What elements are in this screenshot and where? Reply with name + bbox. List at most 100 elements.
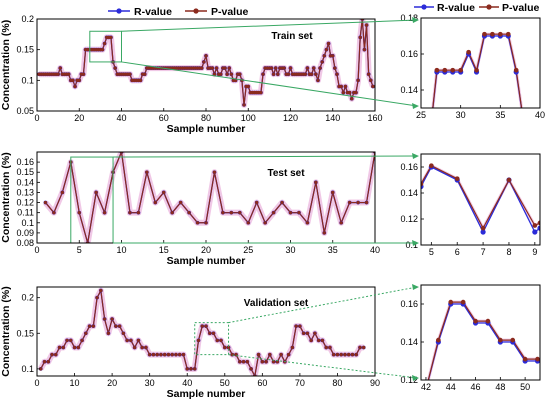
test-y-tick-label: 0.13 [16, 187, 34, 197]
test-zoom-p-point [532, 223, 538, 228]
train-zoom-y-tick-label: 0.18 [400, 13, 418, 23]
test-p-point [305, 221, 310, 225]
train-zoom-p-point [513, 67, 519, 73]
validation-p-point [181, 352, 186, 357]
test-p-point [221, 210, 225, 215]
validation-y-tick-label: 0.2 [21, 293, 34, 303]
test-zoom-p-point [480, 225, 486, 231]
validation-p-point [106, 331, 111, 335]
test-x-tick-label: 10 [116, 245, 126, 255]
validation-p-point [99, 288, 103, 293]
train-y-tick-label: 0.15 [16, 45, 34, 55]
validation-p-point [223, 345, 227, 350]
train-p-point [333, 66, 337, 70]
validation-p-point [271, 360, 276, 364]
test-y-tick-label: 0.11 [17, 208, 34, 218]
train-p-point [81, 72, 86, 76]
train-p-point [259, 90, 263, 95]
test-p-value-line [44, 152, 375, 243]
test-x-tick-label: 40 [370, 245, 380, 255]
train-x-tick-label: 40 [116, 113, 126, 123]
test-p-point [271, 210, 276, 215]
validation-p-point [226, 345, 231, 350]
test-zoom-x-tick-label: 6 [455, 247, 460, 257]
train-p-point [320, 60, 324, 64]
validation-p-point [147, 352, 152, 357]
validation-x-tick-label: 70 [295, 378, 305, 388]
test-x-tick-label: 30 [285, 245, 295, 255]
test-p-point [102, 210, 107, 215]
validation-p-point [144, 345, 148, 350]
train-zoom-p-point [505, 31, 511, 37]
validation-p-point [238, 360, 242, 364]
validation-p-point [95, 295, 99, 300]
train-zoom-r-point [522, 123, 527, 128]
train-p-point [113, 66, 117, 70]
train-zoom-p-point [522, 124, 527, 129]
test-p-point [322, 231, 327, 235]
validation-x-tick-label: 10 [70, 378, 80, 388]
legend-zoom-r-label: R-value [437, 2, 475, 14]
test-p-point [254, 200, 259, 205]
train-p-point [225, 72, 229, 76]
test-p-point [229, 210, 234, 215]
validation-x-tick-label: 30 [145, 378, 155, 388]
validation-p-point [80, 338, 84, 343]
validation-zoom-x-tick-label: 48 [495, 382, 505, 392]
validation-x-tick-label: 20 [107, 378, 117, 388]
validation-p-point [347, 352, 351, 357]
test-y-tick-label: 0.09 [16, 228, 34, 238]
train-zoom-panel: 25 30 35 40 0.14 0.16 0.18 [400, 13, 545, 129]
validation-p-point [72, 345, 77, 350]
validation-y-axis-label: Concentration (%) [0, 286, 12, 376]
train-p-point [316, 78, 320, 83]
validation-p-point [189, 367, 193, 371]
train-x-tick-label: 0 [34, 113, 39, 123]
train-p-point [282, 66, 286, 70]
validation-x-tick-label: 40 [182, 378, 192, 388]
validation-p-point [286, 352, 291, 357]
test-p-point [195, 221, 200, 225]
validation-p-point [264, 360, 268, 364]
test-x-tick-label: 5 [77, 245, 82, 255]
legend-r-marker [116, 8, 122, 14]
validation-p-point [316, 338, 321, 343]
test-y-tick-label: 0.15 [16, 167, 34, 177]
train-zoom-p-point [466, 49, 471, 55]
validation-zoom-p-point [497, 337, 503, 343]
validation-p-point [362, 345, 366, 350]
train-x-tick-label: 120 [283, 113, 298, 123]
validation-p-point [151, 352, 156, 357]
test-zoom-p-point [429, 163, 434, 169]
train-zoom-x-tick-label: 25 [416, 110, 426, 120]
validation-p-point [279, 352, 283, 357]
validation-p-point [335, 352, 340, 357]
validation-p-point [76, 345, 81, 350]
test-zoom-p-value-line [421, 164, 540, 230]
train-connector-top [121, 19, 418, 32]
train-p-point [200, 66, 204, 70]
train-p-point [261, 72, 265, 76]
test-y-axis-label: Concentration (%) [0, 152, 12, 242]
train-zoom-y-tick-label: 0.14 [400, 85, 418, 95]
test-y-tick-label: 0.16 [16, 157, 34, 167]
validation-p-point [193, 367, 197, 371]
test-x-tick-label: 15 [159, 245, 169, 255]
validation-p-point [354, 352, 358, 357]
validation-zoom-p-point [485, 318, 491, 324]
validation-x-tick-label: 80 [332, 378, 342, 388]
train-p-point [276, 72, 280, 76]
train-zoom-x-tick-label: 30 [456, 110, 466, 120]
train-zoom-x-tick-label: 35 [495, 110, 505, 120]
validation-zoom-p-point [460, 299, 466, 305]
test-x-tick-label: 25 [243, 245, 253, 255]
train-x-tick-label: 160 [367, 113, 382, 123]
validation-x-axis-label: Sample number [167, 388, 246, 400]
train-zoom-p-point [490, 31, 495, 37]
test-y-tick-label: 0.08 [16, 238, 34, 248]
test-p-point [136, 210, 141, 215]
test-p-point [246, 221, 250, 225]
validation-x-tick-label: 90 [370, 378, 380, 388]
validation-p-point [166, 352, 171, 357]
train-p-point [364, 23, 369, 27]
